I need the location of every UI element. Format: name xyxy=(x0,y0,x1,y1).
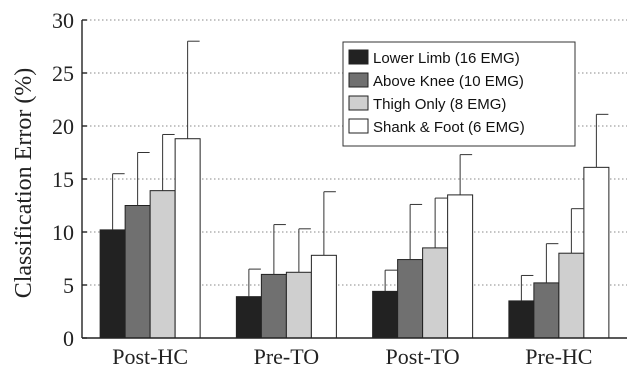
category-labels: Post-HC Pre-TO Post-TO Pre-HC xyxy=(112,344,592,369)
legend-entry: Shank & Foot (6 EMG) xyxy=(373,119,525,136)
y-tick-label: 15 xyxy=(52,167,74,192)
bar xyxy=(372,290,399,339)
bar xyxy=(558,252,585,339)
legend: Lower Limb (16 EMG) Above Knee (10 EMG) Th… xyxy=(342,41,576,147)
x-category-label: Pre-TO xyxy=(254,344,320,369)
bar xyxy=(422,247,449,339)
error-bars xyxy=(112,40,609,301)
bar xyxy=(285,271,312,339)
y-tick-label: 10 xyxy=(52,220,74,245)
bar xyxy=(508,300,535,339)
y-tick-label: 5 xyxy=(63,273,74,298)
y-tick-label: 0 xyxy=(63,326,74,351)
legend-entry: Thigh Only (8 EMG) xyxy=(373,96,506,113)
legend-swatch xyxy=(348,72,369,88)
tick-labels: 0 5 10 15 20 25 30 xyxy=(52,8,74,351)
legend-swatch xyxy=(348,118,369,134)
x-category-label: Post-TO xyxy=(386,344,460,369)
legend-swatch xyxy=(348,49,369,65)
bar xyxy=(397,259,424,339)
bar xyxy=(310,254,337,339)
bar xyxy=(99,229,126,339)
y-tick-label: 20 xyxy=(52,114,74,139)
legend-entry: Lower Limb (16 EMG) xyxy=(373,50,520,67)
legend-entry: Above Knee (10 EMG) xyxy=(373,73,524,90)
bar xyxy=(124,205,151,339)
bar xyxy=(447,194,474,339)
axes xyxy=(81,19,627,339)
x-category-label: Pre-HC xyxy=(525,344,592,369)
x-category-label: Post-HC xyxy=(112,344,188,369)
bar xyxy=(174,138,201,339)
bars xyxy=(99,138,610,339)
legend-swatch xyxy=(348,95,369,111)
bar xyxy=(149,190,176,339)
y-tick-label: 25 xyxy=(52,61,74,86)
legend-box xyxy=(342,41,576,147)
bar xyxy=(260,273,287,339)
y-axis-label: Classification Error (%) xyxy=(11,68,37,299)
bar xyxy=(235,296,262,339)
bar xyxy=(583,166,610,339)
bar xyxy=(533,282,560,339)
y-tick-label: 30 xyxy=(52,8,74,33)
